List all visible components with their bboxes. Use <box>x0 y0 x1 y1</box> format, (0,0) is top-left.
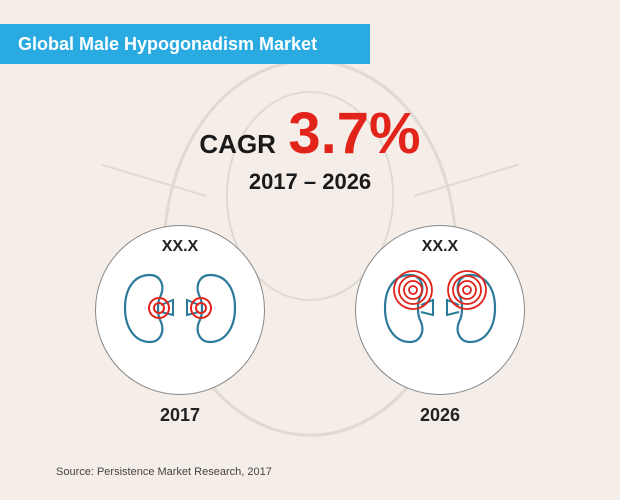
circle-2026-value: XX.X <box>422 238 458 256</box>
circles-row: XX.X 2017 XX.X <box>0 225 620 426</box>
header-bar: Global Male Hypogonadism Market <box>0 24 370 64</box>
circle-2026: XX.X <box>355 225 525 395</box>
year-label-2026: 2026 <box>420 405 460 426</box>
cagr-block: CAGR 3.7% 2017 – 2026 <box>0 100 620 195</box>
circle-2017-value: XX.X <box>162 238 198 256</box>
circle-item-2026: XX.X 2026 <box>355 225 525 426</box>
circle-item-2017: XX.X 2017 <box>95 225 265 426</box>
header-title: Global Male Hypogonadism Market <box>18 34 317 55</box>
kidney-icon-2026 <box>375 260 505 355</box>
cagr-label: CAGR <box>199 129 276 160</box>
cagr-period: 2017 – 2026 <box>0 169 620 195</box>
source-text: Source: Persistence Market Research, 201… <box>56 466 272 478</box>
cagr-value: 3.7% <box>288 100 420 167</box>
year-label-2017: 2017 <box>160 405 200 426</box>
circle-2017: XX.X <box>95 225 265 395</box>
kidney-icon-2017 <box>115 260 245 355</box>
